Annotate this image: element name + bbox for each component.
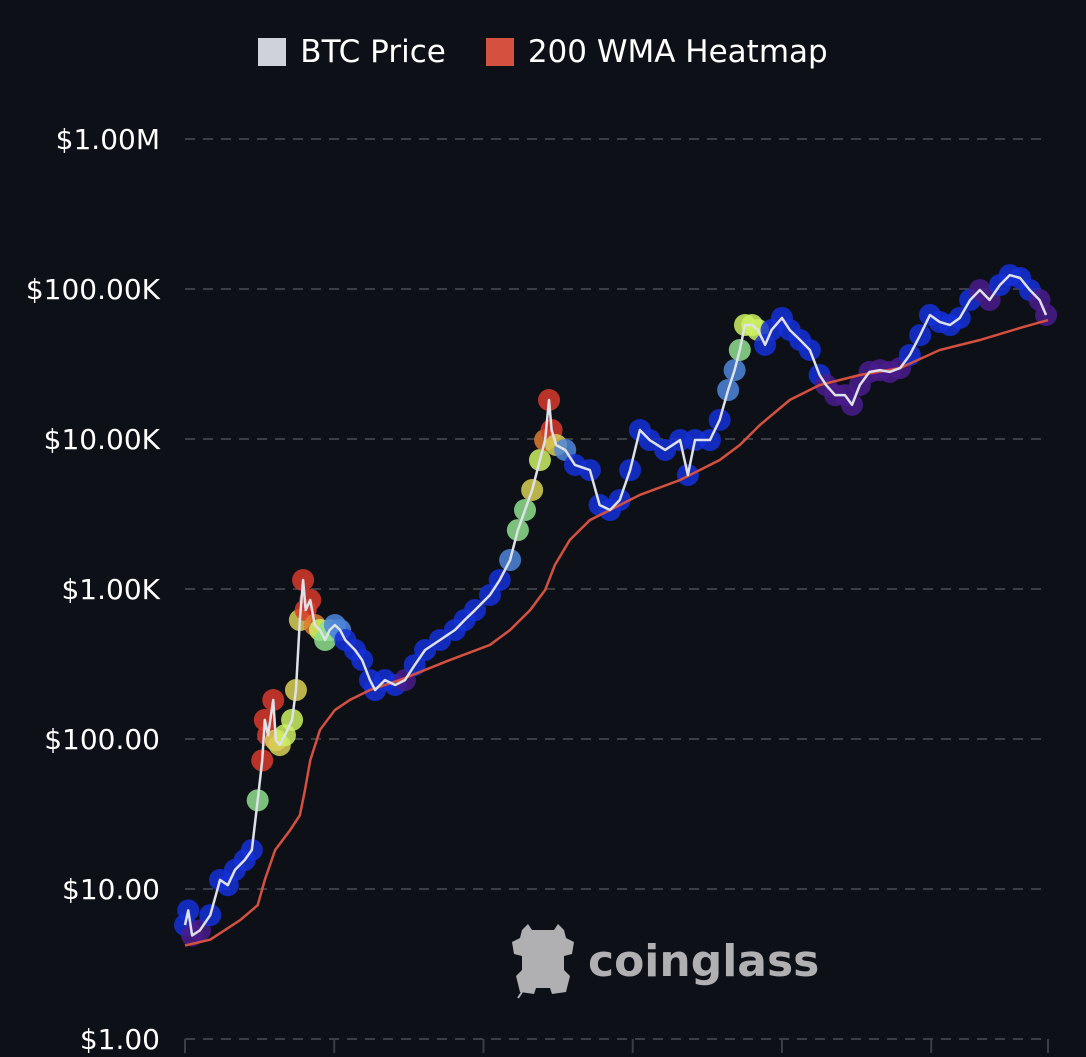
chart-legend: BTC Price 200 WMA Heatmap	[0, 34, 1086, 70]
watermark-text: coinglass	[588, 935, 820, 987]
legend-label-200-wma: 200 WMA Heatmap	[527, 34, 828, 70]
y-tick-label: $1.00M	[56, 123, 160, 156]
legend-item-200-wma[interactable]: 200 WMA Heatmap	[485, 34, 828, 70]
y-tick-label: $1.00	[80, 1023, 160, 1056]
y-tick-label: $1.00K	[61, 573, 160, 606]
y-tick-label: $10.00	[62, 873, 160, 906]
coinglass-watermark: coinglass	[508, 922, 819, 1000]
btc-price-line	[183, 273, 1048, 937]
legend-swatch-btc-price	[258, 38, 287, 66]
y-tick-label: $10.00K	[44, 423, 161, 456]
wma-200-line	[184, 318, 1049, 947]
legend-label-btc-price: BTC Price	[300, 34, 446, 70]
y-tick-label: $100.00	[44, 723, 160, 756]
coinglass-mascot-icon	[512, 924, 574, 999]
legend-item-btc-price[interactable]: BTC Price	[258, 34, 446, 70]
y-tick-label: $100.00K	[26, 273, 161, 306]
legend-swatch-200-wma	[485, 38, 514, 66]
